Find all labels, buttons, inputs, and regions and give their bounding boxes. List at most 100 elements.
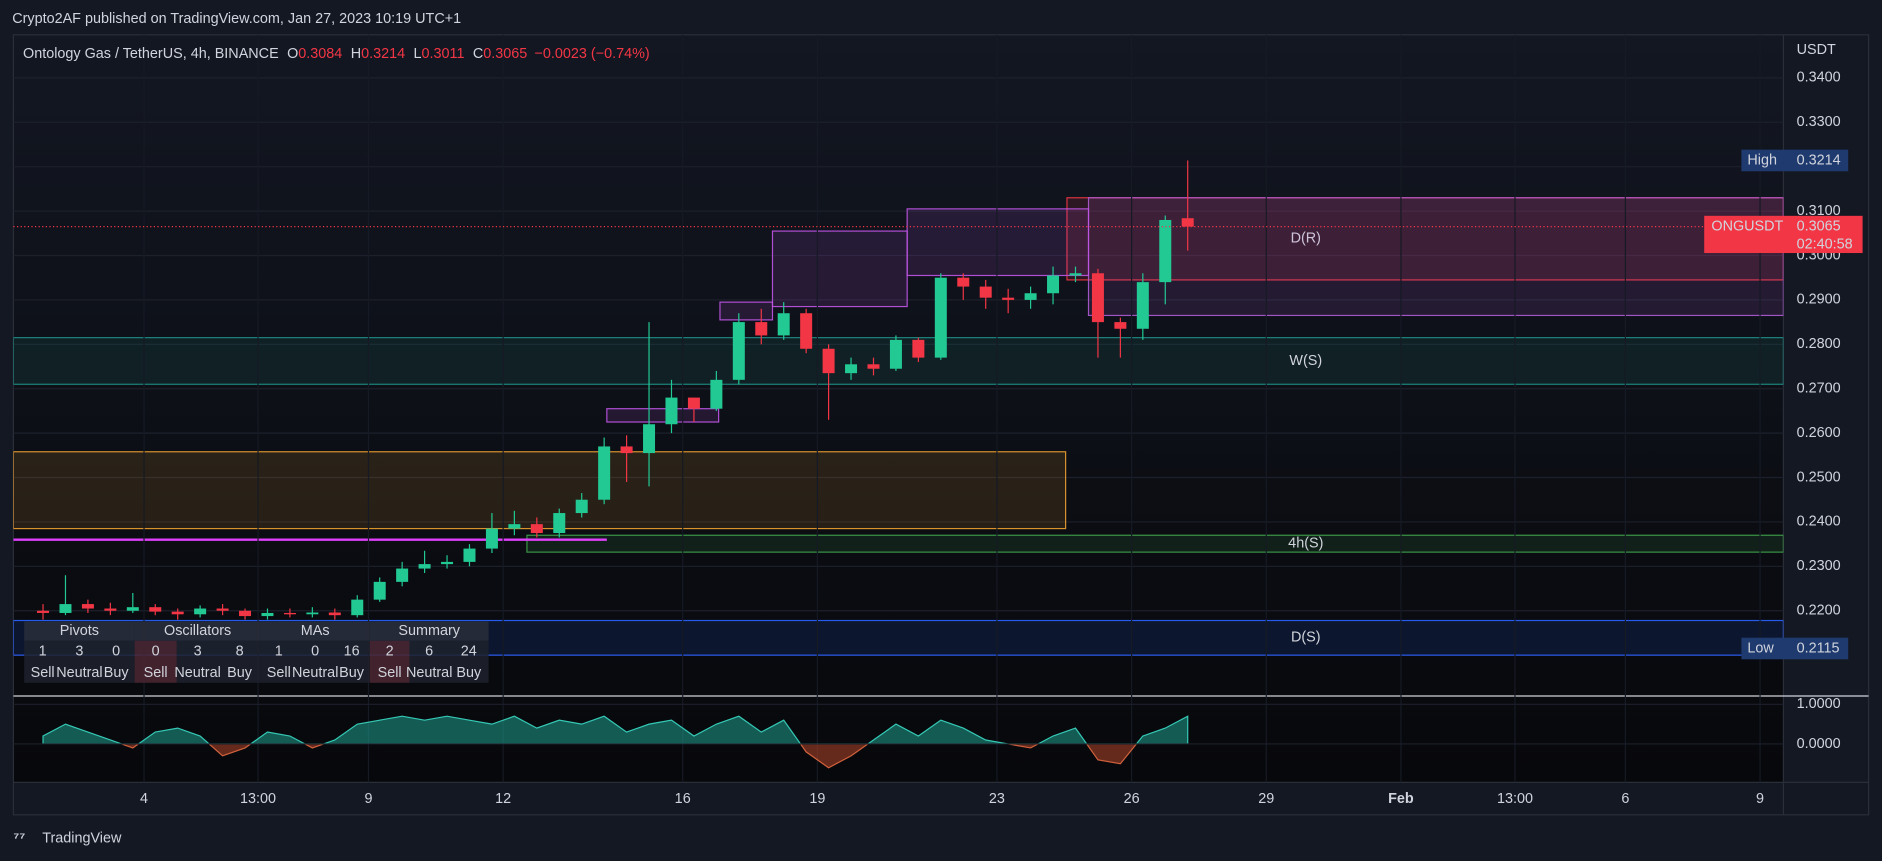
zone [1087,197,1784,317]
candle-body [643,424,656,454]
x-tick-label: Feb [1388,791,1414,807]
rating-count: 1 [275,643,283,659]
rating-count: 0 [112,643,120,659]
rating-count: 3 [75,643,83,659]
high-value: 0.3214 [1797,152,1841,168]
candle-body [1091,273,1104,323]
rating-count: 1 [39,643,47,659]
candle-body [485,528,498,549]
ohlc-value: 0.3214 [361,46,405,62]
candle-body [261,612,274,617]
candle-body [687,397,700,409]
x-tick-label: 9 [1756,791,1764,807]
osc-tick-label: 0.0000 [1797,736,1841,752]
rating-count: 2 [386,643,394,659]
rating-count: 0 [152,643,160,659]
rating-header-bg [260,621,370,641]
rating-header: Oscillators [164,623,231,639]
ohlc-value: 0.3011 [422,46,465,62]
candle-body [373,581,386,600]
chart-header: Ontology Gas / TetherUS, 4h, BINANCE O0.3… [23,46,650,62]
rating-header-bg [369,621,489,641]
x-tick-label: 9 [364,791,372,807]
y-tick-label: 0.3100 [1797,203,1841,219]
candle-body [1159,219,1172,283]
y-tick-label: 0.3400 [1797,70,1841,86]
candle-body [126,607,139,611]
change-label: −0.0023 (−0.74%) [535,46,650,62]
candle-body [732,322,745,380]
ohlc-key: H [351,46,361,62]
x-tick-label: 29 [1258,791,1274,807]
rating-label: Buy [339,665,365,681]
candle-body [530,524,543,534]
zone [719,301,774,321]
last-price-label: 0.3065 [1797,218,1841,234]
low-badge [1741,637,1849,660]
rating-count: 8 [236,643,244,659]
candle-body [418,564,431,569]
brand-icon: ⁷⁷ [13,831,25,847]
zone-label: D(R) [1291,231,1321,247]
candle-body [1069,273,1082,276]
rating-label: Neutral [406,665,452,681]
zone-label: D(S) [1291,630,1321,646]
candle-body [979,286,992,298]
low-value: 0.2115 [1797,640,1840,656]
y-tick-label: 0.2400 [1797,514,1841,530]
rating-header-bg [24,621,135,641]
rating-label: Neutral [56,665,102,681]
x-tick-label: 12 [495,791,511,807]
x-tick-label: 16 [675,791,691,807]
y-tick-label: 0.2600 [1797,425,1841,441]
candle-body [81,604,94,609]
rating-label: Sell [267,665,291,681]
candle-body [216,608,229,611]
candle-body [1136,282,1149,329]
chart-title: Ontology Gas / TetherUS, 4h, BINANCE [23,46,279,62]
ohlc-key: O [287,46,298,62]
rating-body-bg [24,640,135,683]
zone [606,408,720,423]
x-tick-label: 6 [1621,791,1629,807]
rating-header: MAs [301,623,330,639]
ohlc-value: 0.3084 [298,46,342,62]
rating-body-bg [260,640,370,683]
candle-body [598,446,611,500]
rating-count: 6 [425,643,433,659]
candle-body [441,561,454,565]
candle-body [1002,297,1015,300]
rating-label: Buy [104,665,130,681]
candle-body [553,513,566,534]
ohlc-key: L [414,46,422,62]
y-tick-label: 0.2500 [1797,469,1841,485]
candle-body [800,313,813,349]
y-tick-label: 0.2300 [1797,558,1841,574]
zone [771,230,908,308]
rating-label: Neutral [174,665,220,681]
oscillator-negative [42,744,1189,769]
rating-label: Buy [456,665,482,681]
ohlc-key: C [473,46,483,62]
candle-body [1181,218,1194,227]
high-label: High [1747,152,1777,168]
x-tick-label: 23 [989,791,1005,807]
candle-body [104,608,117,611]
countdown: 02:40:58 [1797,236,1853,252]
candle-body [306,612,319,615]
candle-body [37,610,50,613]
candle-body [328,612,341,616]
candle-body [867,364,880,369]
rating-count: 24 [461,643,477,659]
candle-body [463,548,476,562]
rating-body-bg [369,640,489,683]
candle-body [508,524,521,529]
candle-body [755,322,768,336]
rating-label: Sell [144,665,168,681]
rating-label: Buy [227,665,253,681]
candle-body [1024,293,1037,300]
candle-body [194,608,207,615]
candle-body [889,339,902,369]
candle-body [59,604,72,613]
